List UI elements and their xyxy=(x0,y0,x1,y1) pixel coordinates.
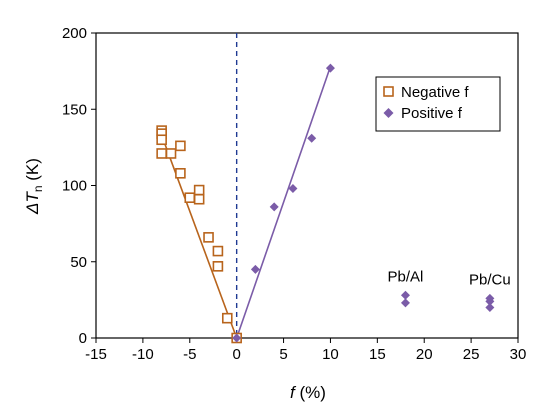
point-negative-square xyxy=(156,134,167,146)
legend-marker-negative xyxy=(383,86,394,97)
x-tick-label: 5 xyxy=(279,346,287,363)
point-positive-diamond xyxy=(232,333,242,343)
point-negative-square xyxy=(165,148,177,159)
point-positive-diamond xyxy=(269,202,279,212)
x-tick-label: -10 xyxy=(132,346,154,363)
point-positive-diamond xyxy=(485,303,495,312)
annotation-label: Pb/Al xyxy=(388,269,424,286)
axes: -15 -10 -5 0 5 10 15 20 25 30 0 50 100 150 200 xyxy=(62,25,526,363)
point-positive-diamond xyxy=(400,290,410,300)
y-tick-label: 100 xyxy=(62,178,87,195)
y-tick-label: 0 xyxy=(79,330,87,347)
legend: Negative f Positive f xyxy=(375,76,501,132)
legend-marker-positive xyxy=(383,108,394,118)
point-negative-square xyxy=(193,184,205,196)
point-positive-diamond xyxy=(288,184,298,194)
point-negative-square xyxy=(212,261,224,272)
x-tick-label: 10 xyxy=(322,346,339,363)
point-positive-diamond xyxy=(307,133,317,143)
point-negative-square xyxy=(184,192,196,203)
point-positive-diamond xyxy=(250,264,260,274)
fit-lines xyxy=(160,66,332,339)
legend-box xyxy=(375,76,501,132)
point-positive-diamond xyxy=(400,298,410,308)
y-tick-label: 200 xyxy=(62,25,87,42)
x-tick-label: 0 xyxy=(232,346,240,363)
point-negative-square xyxy=(212,245,224,257)
fit-line xyxy=(160,134,238,339)
point-negative-square xyxy=(175,140,186,152)
x-tick-label: -15 xyxy=(85,346,107,363)
point-positive-diamond xyxy=(485,296,495,306)
annotation-label: Pb/Cu xyxy=(469,272,511,289)
point-negative-square xyxy=(203,232,214,243)
fit-line xyxy=(235,66,332,339)
point-negative-square xyxy=(175,168,186,179)
point-negative-square xyxy=(221,312,233,324)
annotations: Pb/Al Pb/Cu xyxy=(388,269,511,289)
x-tick-label: 25 xyxy=(463,346,480,363)
x-tick-label: 20 xyxy=(416,346,433,363)
point-negative-square xyxy=(156,148,167,159)
data-marks xyxy=(156,63,495,344)
x-tick-label: -5 xyxy=(183,346,196,363)
y-tick-label: 150 xyxy=(62,101,87,118)
point-positive-diamond xyxy=(325,63,335,73)
legend-label-positive: Positive f xyxy=(401,105,463,122)
point-negative-square xyxy=(193,193,205,205)
x-tick-label: 15 xyxy=(369,346,386,363)
legend-label-negative: Negative f xyxy=(401,84,469,101)
x-axis-title: f (%) xyxy=(290,383,326,402)
x-tick-label: 30 xyxy=(510,346,527,363)
y-tick-label: 50 xyxy=(70,254,87,271)
y-axis-title: ΔTn (K) xyxy=(23,158,45,215)
